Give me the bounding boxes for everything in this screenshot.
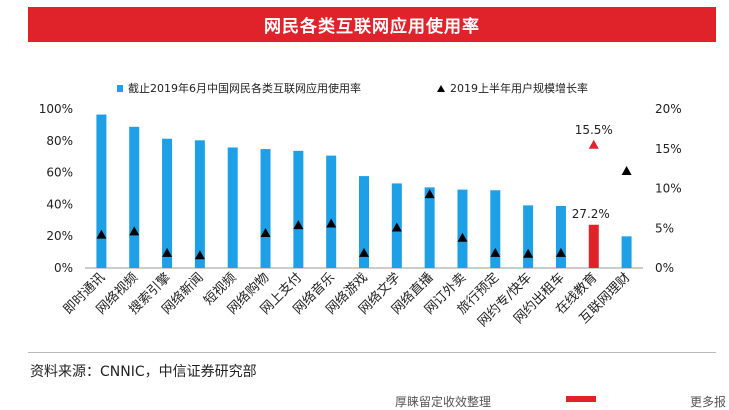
divider xyxy=(28,352,716,353)
bar xyxy=(96,114,107,268)
source-note: 资料来源：CNNIC，中信证券研究部 xyxy=(30,364,257,380)
bars xyxy=(96,114,632,268)
markers xyxy=(96,139,632,260)
y-right-tick-label: 20% xyxy=(655,102,682,116)
y-right-tick-label: 15% xyxy=(655,142,682,156)
bar xyxy=(260,149,271,268)
chart-title: 网民各类互联网应用使用率 xyxy=(28,7,716,42)
legend: 截止2019年6月中国网民各类互联网应用使用率 2019上半年用户规模增长率 xyxy=(117,81,588,95)
growth-marker xyxy=(588,139,599,149)
bar xyxy=(194,140,205,268)
bar xyxy=(588,224,599,268)
legend-bar-swatch xyxy=(117,85,123,92)
y-right-tick-label: 5% xyxy=(655,221,674,235)
legend-triangle-label: 2019上半年用户规模增长率 xyxy=(450,81,588,95)
bar xyxy=(457,189,468,268)
bar xyxy=(424,187,435,268)
growth-marker xyxy=(391,222,402,232)
growth-marker xyxy=(194,250,205,260)
growth-marker xyxy=(555,247,566,257)
y-left-tick-label: 40% xyxy=(46,197,73,211)
y-right-tick-label: 10% xyxy=(655,182,682,196)
growth-marker xyxy=(457,232,468,242)
bar xyxy=(162,138,173,268)
bar xyxy=(490,190,501,268)
growth-marker xyxy=(523,248,534,258)
bar xyxy=(555,205,566,268)
bar xyxy=(227,147,238,268)
legend-triangle-swatch xyxy=(437,85,445,92)
chart: 截止2019年6月中国网民各类互联网应用使用率 2019上半年用户规模增长率 0%… xyxy=(39,81,682,330)
growth-marker xyxy=(260,228,271,238)
y-right-tick-label: 0% xyxy=(655,261,674,275)
bar xyxy=(326,155,337,268)
y-left-tick-label: 100% xyxy=(39,102,73,116)
bar xyxy=(621,236,632,268)
highlight-bar-label: 27.2% xyxy=(572,207,610,221)
bar xyxy=(523,205,534,268)
footer-red-mark xyxy=(566,396,596,402)
growth-marker xyxy=(359,247,369,257)
y-left-tick-label: 20% xyxy=(46,229,73,243)
bar xyxy=(129,126,140,268)
growth-marker xyxy=(162,247,173,257)
growth-marker xyxy=(129,226,140,236)
growth-marker xyxy=(424,189,435,199)
growth-marker xyxy=(96,229,107,239)
growth-marker xyxy=(326,218,337,228)
bar xyxy=(359,176,369,268)
y-left-tick-label: 80% xyxy=(46,134,73,148)
growth-marker xyxy=(621,166,632,176)
highlight-growth-label: 15.5% xyxy=(575,123,613,137)
y-left-tick-label: 60% xyxy=(46,166,73,180)
legend-bar-label: 截止2019年6月中国网民各类互联网应用使用率 xyxy=(128,81,361,95)
labels: 15.5% 27.2% xyxy=(572,123,613,221)
growth-marker xyxy=(490,247,501,257)
y-left-tick-label: 0% xyxy=(54,261,73,275)
bar xyxy=(293,150,304,268)
growth-marker xyxy=(293,220,304,230)
